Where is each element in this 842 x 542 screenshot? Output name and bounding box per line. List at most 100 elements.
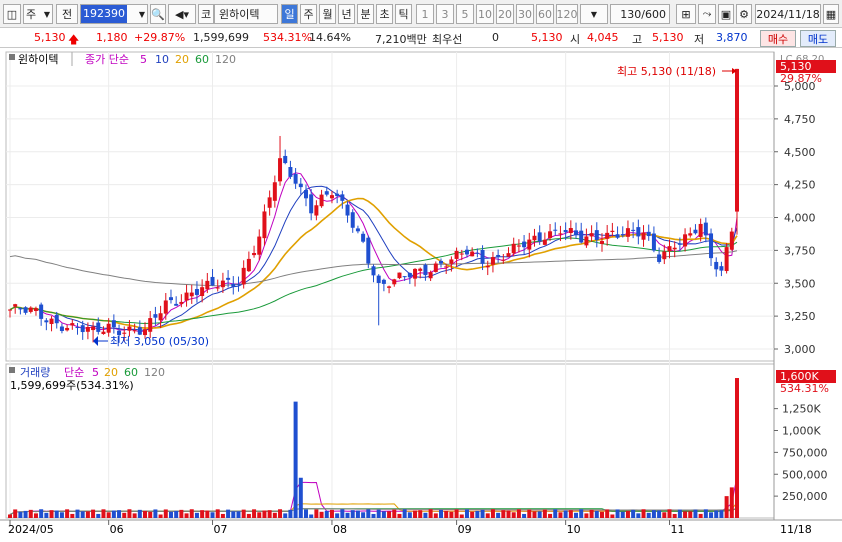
calendar-icon[interactable]: ▦ bbox=[823, 4, 839, 24]
interval-10[interactable]: 10 bbox=[476, 4, 494, 24]
volume-y-tick: 250,000 bbox=[782, 490, 828, 503]
price-y-tick: 3,500 bbox=[784, 277, 816, 290]
volume-bar bbox=[615, 509, 620, 518]
candle-body bbox=[402, 276, 407, 278]
tab-year[interactable]: 년 bbox=[338, 4, 355, 24]
volume-y-tick: 1,250K bbox=[782, 403, 821, 416]
tab-second[interactable]: 초 bbox=[376, 4, 393, 24]
tab-week[interactable]: 주 bbox=[300, 4, 317, 24]
volume-bar bbox=[65, 509, 70, 518]
candle-body bbox=[376, 275, 381, 283]
interval-20[interactable]: 20 bbox=[496, 4, 514, 24]
candle-body bbox=[39, 304, 44, 319]
interval-30[interactable]: 30 bbox=[516, 4, 534, 24]
low-value: 3,870 bbox=[716, 31, 748, 44]
volume-bar bbox=[516, 509, 521, 518]
candle-body bbox=[231, 283, 236, 287]
candle-body bbox=[44, 320, 49, 323]
low-annotation: 최저 3,050 (05/30) bbox=[110, 335, 209, 348]
interval-60[interactable]: 60 bbox=[536, 4, 554, 24]
market-select[interactable]: 주 ▼ bbox=[23, 4, 53, 24]
gear-icon[interactable]: ⚙ bbox=[736, 4, 752, 24]
candle-body bbox=[423, 264, 428, 276]
volume-bar bbox=[345, 512, 350, 518]
volume-bar bbox=[683, 511, 688, 518]
volume-bar bbox=[651, 510, 656, 518]
volume-bar bbox=[464, 509, 469, 518]
search-icon[interactable]: 🔍 bbox=[150, 4, 166, 24]
candle-body bbox=[174, 303, 179, 306]
volume-bar bbox=[96, 513, 101, 518]
candle-body bbox=[91, 326, 96, 331]
tab-month[interactable]: 월 bbox=[319, 4, 336, 24]
candle-body bbox=[184, 292, 189, 301]
candle-body bbox=[70, 323, 75, 326]
candle-body bbox=[179, 301, 184, 304]
date-input[interactable]: 2024/11/18 bbox=[755, 4, 821, 24]
stock-name: 윈하이텍 bbox=[214, 4, 278, 24]
volume-ma-5: 5 bbox=[92, 366, 99, 379]
candle-body bbox=[355, 228, 360, 232]
chart-icon[interactable]: ⤳ bbox=[698, 4, 716, 24]
price-tag-text: 5,130 bbox=[780, 60, 812, 73]
candle-body bbox=[433, 263, 438, 272]
candle-body bbox=[584, 236, 589, 246]
candle-body bbox=[283, 155, 288, 164]
candle-body bbox=[719, 266, 724, 271]
high-label: 고 bbox=[632, 33, 643, 46]
volume-bar bbox=[257, 512, 262, 518]
speaker-icon[interactable]: ◀▾ bbox=[168, 4, 196, 24]
volume-bar bbox=[605, 509, 610, 518]
candle-body bbox=[272, 182, 277, 201]
count-input[interactable]: 130/600 bbox=[610, 4, 670, 24]
interval-3[interactable]: 3 bbox=[436, 4, 454, 24]
sell-button[interactable]: 매도 bbox=[800, 30, 836, 47]
volume-bar bbox=[423, 512, 428, 518]
volume-bar bbox=[413, 510, 418, 518]
stock-code-input[interactable]: 192390 ▼ bbox=[80, 4, 148, 24]
volume-bar bbox=[553, 509, 558, 518]
candle-body bbox=[288, 167, 293, 177]
volume-bar bbox=[189, 509, 194, 518]
candle-body bbox=[387, 286, 392, 288]
volume-bar bbox=[470, 511, 475, 518]
candle-body bbox=[205, 280, 210, 290]
tab-minute[interactable]: 분 bbox=[357, 4, 374, 24]
volume-bar bbox=[444, 510, 449, 518]
volume-ma-label: 단순 bbox=[64, 366, 84, 379]
volume-bar bbox=[475, 510, 480, 518]
save-icon[interactable]: ▣ bbox=[718, 4, 734, 24]
candle-body bbox=[548, 231, 553, 239]
pref-value: 0 bbox=[492, 31, 499, 44]
legend-marker-icon bbox=[9, 54, 15, 60]
prefix-button[interactable]: 전 bbox=[56, 4, 78, 24]
interval-dropdown[interactable]: ▼ bbox=[580, 4, 608, 24]
indicator-icon[interactable]: ⊞ bbox=[676, 4, 696, 24]
tab-tick[interactable]: 틱 bbox=[395, 4, 412, 24]
volume-bar bbox=[677, 509, 682, 518]
chevron-down-icon: ▼ bbox=[138, 9, 145, 19]
candle-body bbox=[54, 314, 59, 324]
interval-5[interactable]: 5 bbox=[456, 4, 474, 24]
interval-1[interactable]: 1 bbox=[416, 4, 434, 24]
tab-day[interactable]: 일 bbox=[281, 4, 298, 24]
volume-bar bbox=[490, 509, 495, 518]
candle-body bbox=[80, 325, 85, 333]
window-menu-icon[interactable]: ◫ bbox=[3, 4, 21, 24]
candle-body bbox=[329, 195, 334, 199]
buy-button[interactable]: 매수 bbox=[760, 30, 796, 47]
volume-bar bbox=[449, 511, 454, 518]
volume-bar bbox=[324, 510, 329, 518]
volume-bar bbox=[387, 511, 392, 518]
volume-bar bbox=[599, 511, 604, 518]
candle-body bbox=[189, 292, 194, 297]
volume-bar bbox=[501, 510, 506, 518]
volume-bar bbox=[215, 509, 220, 518]
candle-body bbox=[350, 212, 355, 228]
volume-bar bbox=[355, 510, 360, 518]
candle-body bbox=[729, 231, 734, 250]
volume-bar bbox=[625, 510, 630, 518]
interval-120[interactable]: 120 bbox=[556, 4, 578, 24]
candle-body bbox=[194, 289, 199, 295]
